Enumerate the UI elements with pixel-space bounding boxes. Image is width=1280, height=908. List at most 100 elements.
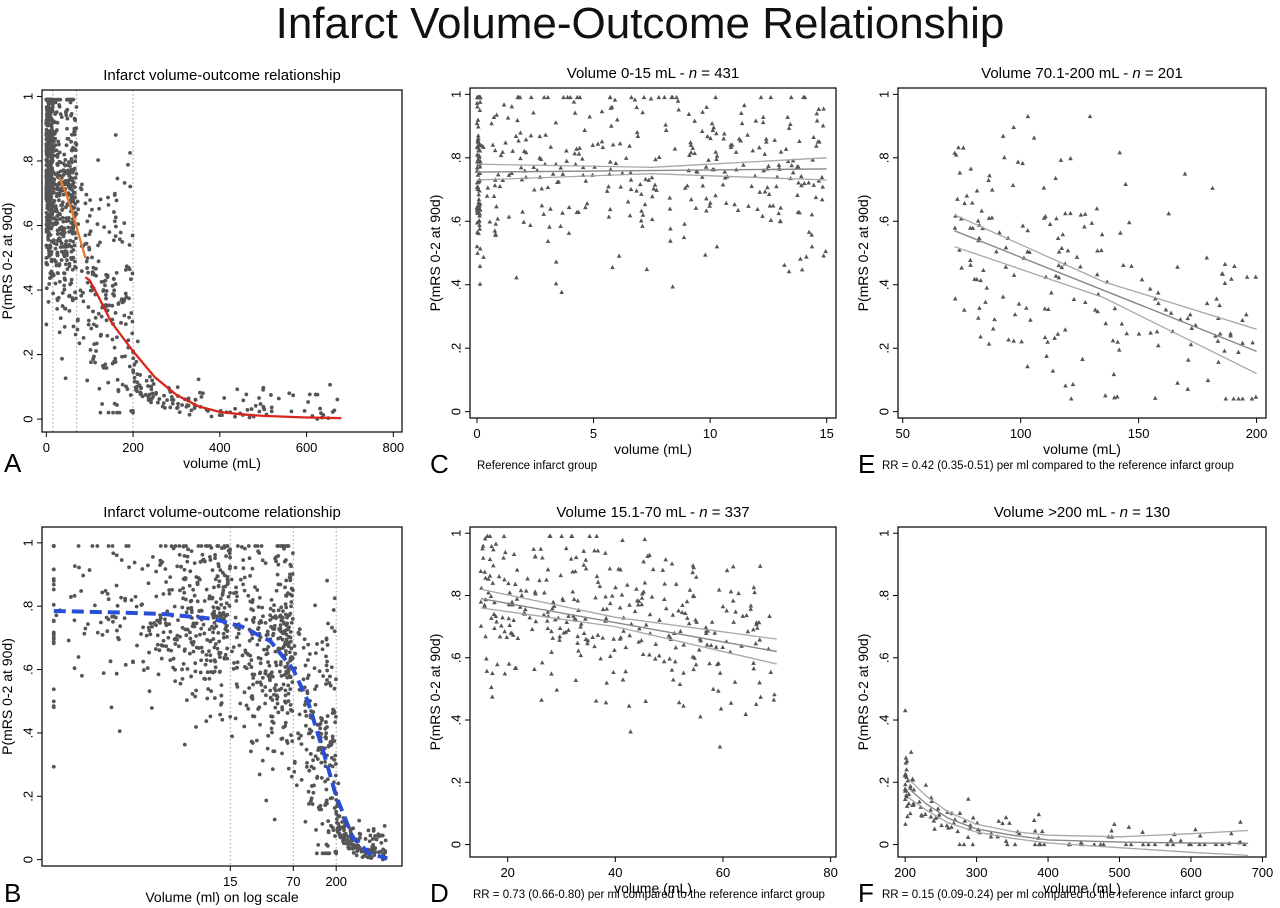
data-point	[342, 825, 346, 830]
data-point	[753, 641, 759, 646]
data-point	[1148, 330, 1153, 335]
data-point	[45, 224, 50, 228]
data-point	[94, 349, 98, 353]
data-point	[310, 735, 315, 740]
data-point	[150, 624, 154, 629]
data-point	[118, 230, 123, 235]
data-point	[595, 579, 601, 584]
data-point	[51, 544, 56, 548]
data-point	[643, 176, 648, 181]
data-point	[251, 620, 256, 624]
orange-curve	[58, 176, 87, 259]
data-point	[51, 216, 56, 221]
data-point	[1003, 264, 1009, 269]
data-point	[184, 610, 189, 615]
data-point	[88, 347, 93, 352]
data-point	[216, 562, 221, 566]
data-point	[168, 575, 173, 579]
data-point	[1223, 396, 1229, 401]
data-point	[309, 764, 314, 769]
data-point	[1025, 249, 1030, 254]
data-point	[113, 311, 118, 315]
data-point	[1118, 230, 1123, 235]
data-point	[69, 132, 74, 137]
data-point	[132, 375, 137, 380]
data-point	[717, 744, 723, 749]
data-point	[261, 614, 265, 619]
data-point	[603, 594, 608, 599]
data-point	[358, 832, 363, 837]
data-point	[572, 110, 578, 115]
data-point	[904, 774, 909, 779]
data-point	[196, 377, 201, 382]
data-point	[140, 602, 145, 607]
data-point	[188, 630, 192, 635]
data-point	[489, 121, 494, 126]
data-point	[186, 547, 190, 552]
data-point	[212, 585, 216, 590]
data-point	[1185, 357, 1191, 362]
data-point	[222, 605, 227, 610]
data-point	[574, 94, 580, 100]
data-point	[707, 203, 712, 208]
data-point	[129, 598, 134, 603]
data-point	[561, 630, 567, 635]
data-point	[511, 617, 516, 623]
data-point	[1242, 841, 1247, 847]
data-point	[366, 828, 371, 833]
data-point	[51, 630, 56, 635]
data-point	[175, 406, 179, 411]
data-point	[72, 618, 77, 623]
data-point	[196, 544, 201, 548]
data-point	[572, 568, 578, 574]
data-point	[616, 253, 622, 258]
data-point	[1068, 210, 1073, 216]
data-point	[265, 651, 270, 656]
data-point	[341, 841, 346, 846]
data-point	[379, 841, 384, 845]
data-point	[1007, 820, 1012, 825]
data-point	[74, 141, 78, 146]
data-point	[107, 303, 111, 308]
data-point	[593, 698, 599, 703]
data-point	[692, 150, 697, 156]
data-point	[703, 624, 709, 630]
data-point	[754, 621, 759, 627]
data-point	[45, 262, 50, 267]
data-point	[778, 205, 783, 210]
data-point	[902, 708, 908, 713]
data-point	[1041, 841, 1047, 847]
data-point	[191, 640, 196, 644]
data-point	[221, 588, 226, 593]
data-point	[720, 604, 726, 609]
data-point	[321, 674, 326, 678]
data-point	[500, 615, 505, 620]
data-point	[568, 94, 573, 100]
data-point	[716, 660, 721, 666]
data-point	[477, 107, 483, 113]
data-point	[90, 544, 95, 548]
data-point	[692, 655, 697, 660]
data-point	[595, 141, 601, 146]
data-point	[84, 192, 89, 197]
data-point	[287, 650, 292, 655]
data-point	[171, 656, 176, 661]
data-point	[269, 393, 273, 397]
data-point	[285, 711, 290, 715]
data-point	[268, 688, 273, 693]
data-point	[287, 613, 291, 618]
data-point	[621, 628, 626, 633]
data-point	[127, 243, 132, 247]
data-point	[208, 558, 213, 562]
data-point	[169, 544, 174, 549]
data-point	[662, 581, 667, 586]
data-point	[290, 709, 295, 713]
data-point	[62, 325, 67, 329]
data-point	[478, 599, 484, 604]
data-point	[70, 267, 75, 272]
data-point	[919, 812, 924, 817]
data-point	[785, 158, 791, 164]
data-point	[590, 634, 595, 639]
data-point	[738, 110, 744, 115]
data-point	[266, 660, 270, 664]
